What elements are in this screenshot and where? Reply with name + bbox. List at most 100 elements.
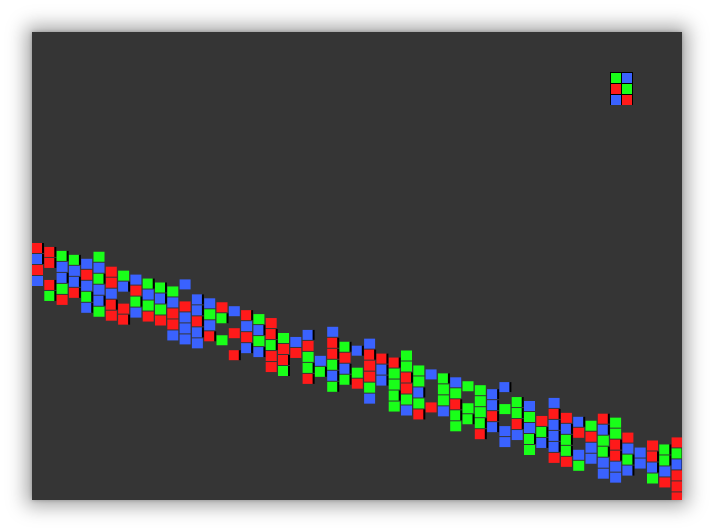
subpixel-cell	[312, 362, 315, 373]
subpixel-streak	[32, 243, 682, 500]
subpixel-cell	[115, 299, 118, 310]
subpixel-cell	[558, 430, 561, 441]
subpixel-cell	[585, 453, 597, 464]
subpixel-cell	[622, 454, 634, 465]
subpixel-cell	[386, 364, 389, 375]
subpixel-cell	[265, 318, 277, 329]
subpixel-cell	[560, 456, 572, 467]
subpixel-cell	[204, 320, 216, 331]
subpixel-cell	[91, 302, 94, 313]
subpixel-cell	[78, 276, 81, 287]
subpixel-cell	[634, 458, 646, 469]
canvas-background	[32, 32, 682, 500]
subpixel-cell	[524, 401, 535, 411]
subpixel-cell	[265, 351, 277, 362]
subpixel-cell	[191, 305, 203, 316]
subpixel-cell	[487, 422, 499, 433]
subpixel-cell	[142, 289, 154, 300]
subpixel-cell	[351, 378, 363, 389]
subpixel-cell	[560, 445, 572, 456]
subpixel-cell	[204, 331, 216, 342]
subpixel-cell	[130, 285, 142, 296]
render-canvas	[32, 32, 682, 500]
subpixel-cell	[265, 340, 277, 351]
subpixel-cell	[669, 444, 672, 455]
subpixel-cell	[32, 243, 43, 253]
subpixel-cell	[462, 414, 474, 425]
subpixel-cell	[657, 451, 659, 462]
subpixel-cell	[560, 412, 572, 423]
subpixel-cell	[524, 423, 535, 433]
subpixel-cell	[509, 382, 512, 393]
subpixel-cell	[671, 459, 682, 470]
subpixel-cell	[265, 362, 277, 373]
subpixel-cell	[364, 349, 376, 360]
subpixel-cell	[179, 334, 191, 345]
subpixel-cell	[302, 329, 314, 340]
subpixel-cell	[44, 279, 56, 290]
subpixel-cell	[560, 423, 572, 434]
subpixel-cell	[622, 432, 634, 443]
subpixel-cell	[253, 347, 265, 358]
subpixel-cell	[56, 250, 68, 261]
subpixel-cell	[201, 316, 204, 327]
subpixel-cell	[659, 466, 671, 477]
subpixel-cell	[671, 470, 682, 481]
subpixel-cell	[447, 373, 450, 384]
subpixel-cell	[56, 261, 68, 272]
subpixel-cell	[622, 465, 634, 476]
subpixel-cell	[376, 375, 388, 386]
subpixel-cell	[548, 397, 560, 408]
subpixel-cell	[437, 373, 449, 384]
subpixel-cell	[152, 278, 155, 289]
subpixel-cell	[376, 364, 388, 375]
subpixel-cell	[327, 381, 339, 392]
subpixel-cell	[534, 434, 536, 444]
subpixel-cell	[339, 352, 351, 363]
subpixel-cell	[597, 446, 609, 457]
subpixel-cell	[327, 348, 339, 359]
subpixel-cell	[216, 302, 228, 313]
subpixel-cell	[462, 381, 474, 392]
subpixel-cell	[610, 450, 622, 461]
subpixel-cell	[93, 284, 105, 295]
subpixel-cell	[573, 427, 585, 438]
subpixel-cell	[610, 428, 622, 439]
subpixel-cell	[142, 311, 154, 322]
subpixel-cell	[570, 445, 573, 456]
subpixel-cell	[278, 366, 289, 376]
subpixel-cell	[388, 379, 400, 390]
subpixel-cell	[401, 383, 412, 394]
subpixel-cell	[671, 437, 682, 448]
subpixel-cell	[327, 337, 339, 348]
subpixel-cell	[497, 400, 500, 411]
subpixel-cell	[275, 340, 278, 351]
subpixel-cell	[81, 269, 93, 280]
subpixel-cell	[228, 350, 240, 361]
subpixel-cell	[364, 360, 376, 371]
subpixel-cell	[597, 424, 609, 435]
subpixel-cell	[423, 387, 426, 398]
subpixel-cell	[425, 369, 437, 380]
subpixel-cell	[511, 408, 523, 419]
subpixel-cell	[263, 347, 266, 358]
subpixel-cell	[263, 325, 266, 336]
subpixel-cell	[238, 350, 241, 361]
subpixel-cell	[474, 385, 486, 396]
subpixel-cell	[105, 266, 117, 277]
subpixel-cell	[337, 348, 340, 359]
subpixel-cell	[622, 443, 634, 454]
subpixel-cell	[388, 390, 400, 401]
subpixel-cell	[499, 437, 511, 448]
subpixel-cell	[302, 373, 314, 384]
subpixel-cell	[411, 372, 413, 383]
subpixel-cell	[191, 327, 203, 338]
subpixel-cell	[647, 462, 658, 473]
subpixel-cell	[597, 457, 609, 468]
subpixel-cell	[607, 446, 610, 457]
subpixel-cell	[78, 287, 81, 298]
subpixel-cell	[339, 363, 351, 374]
subpixel-cell	[386, 353, 389, 364]
subpixel-cell	[179, 323, 191, 334]
subpixel-cell	[558, 441, 561, 452]
